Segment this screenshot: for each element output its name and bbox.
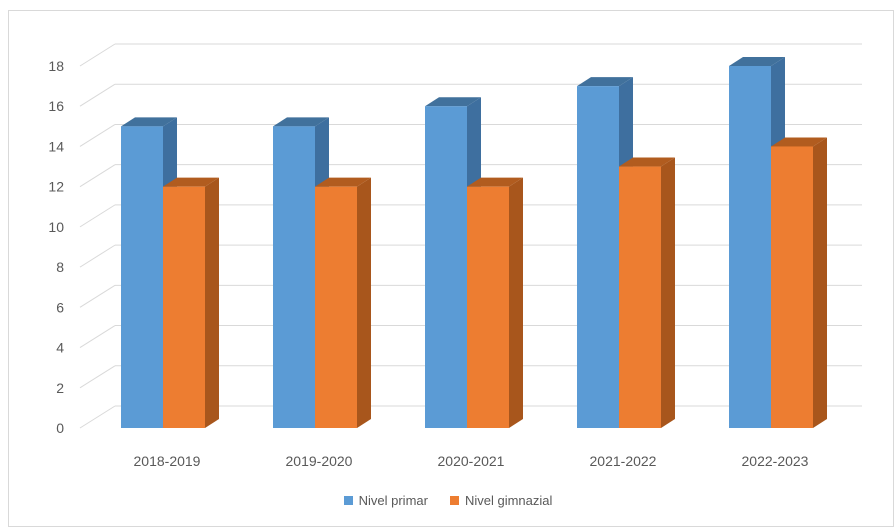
x-tick-label: 2020-2021: [438, 453, 505, 469]
y-tick-label: 16: [48, 98, 64, 114]
bar: [425, 97, 481, 428]
y-tick-label: 6: [56, 299, 64, 315]
legend-item-series-0: Nivel primar: [343, 493, 428, 508]
bar: [771, 137, 827, 428]
bar-front: [163, 186, 205, 428]
bar-top: [315, 177, 371, 187]
bar-front: [121, 126, 163, 428]
bar-front: [729, 66, 771, 428]
bar: [467, 177, 523, 428]
gridline-diag: [79, 365, 116, 389]
x-tick-label: 2018-2019: [134, 453, 201, 469]
bar: [619, 157, 675, 429]
bar-side: [357, 177, 371, 428]
bar-front: [467, 186, 509, 428]
bar-side: [813, 137, 827, 428]
gridline-diag: [79, 405, 116, 429]
legend-swatch: [343, 496, 353, 505]
bar-front: [425, 106, 467, 428]
gridline-diag: [79, 164, 116, 188]
bar-top: [121, 117, 177, 127]
legend: Nivel primar Nivel gimnazial: [0, 493, 896, 508]
y-tick-label: 4: [56, 340, 64, 356]
y-tick-label: 0: [56, 420, 64, 436]
bar-top: [163, 177, 219, 187]
bar-top: [619, 157, 675, 167]
y-tick-label: 14: [48, 138, 64, 154]
y-tick-label: 18: [48, 58, 64, 74]
bars: [121, 57, 827, 429]
y-tick-label: 2: [56, 380, 64, 396]
bar: [315, 177, 371, 428]
bar-front: [577, 86, 619, 428]
legend-label: Nivel gimnazial: [464, 493, 553, 508]
bar-top: [771, 137, 827, 147]
y-tick-label: 8: [56, 259, 64, 275]
x-axis-ticks: 2018-2019 2019-2020 2020-2021 2021-2022 2022…: [134, 453, 809, 469]
gridline-diag: [79, 83, 116, 107]
bar-top: [273, 117, 329, 127]
legend-label: Nivel primar: [358, 493, 428, 508]
y-axis-ticks: 0 2 4 6 8 10 12 14 16 18: [48, 58, 64, 436]
bar-front: [273, 126, 315, 428]
bar-top: [729, 57, 785, 66]
legend-swatch: [449, 496, 459, 505]
gridline-diag: [79, 204, 116, 228]
gridline-diag: [79, 284, 116, 308]
x-tick-label: 2021-2022: [590, 453, 657, 469]
y-tick-label: 12: [48, 179, 64, 195]
gridline-diag: [79, 244, 116, 268]
gridline-diag: [79, 124, 116, 147]
bar-side: [661, 157, 675, 429]
bar-side: [205, 177, 219, 428]
legend-item-series-1: Nivel gimnazial: [449, 493, 553, 508]
x-tick-label: 2019-2020: [286, 453, 353, 469]
bar-side: [509, 177, 523, 428]
bar-top: [577, 77, 633, 87]
gridline-diag: [79, 325, 116, 348]
y-tick-label: 10: [48, 219, 64, 235]
gridline-diag: [79, 43, 116, 67]
bar: [163, 177, 219, 428]
bar-front: [771, 146, 813, 428]
bar-top: [467, 177, 523, 187]
x-tick-label: 2022-2023: [742, 453, 809, 469]
bar-front: [315, 186, 357, 428]
bar-top: [425, 97, 481, 107]
bar-front: [619, 166, 661, 429]
